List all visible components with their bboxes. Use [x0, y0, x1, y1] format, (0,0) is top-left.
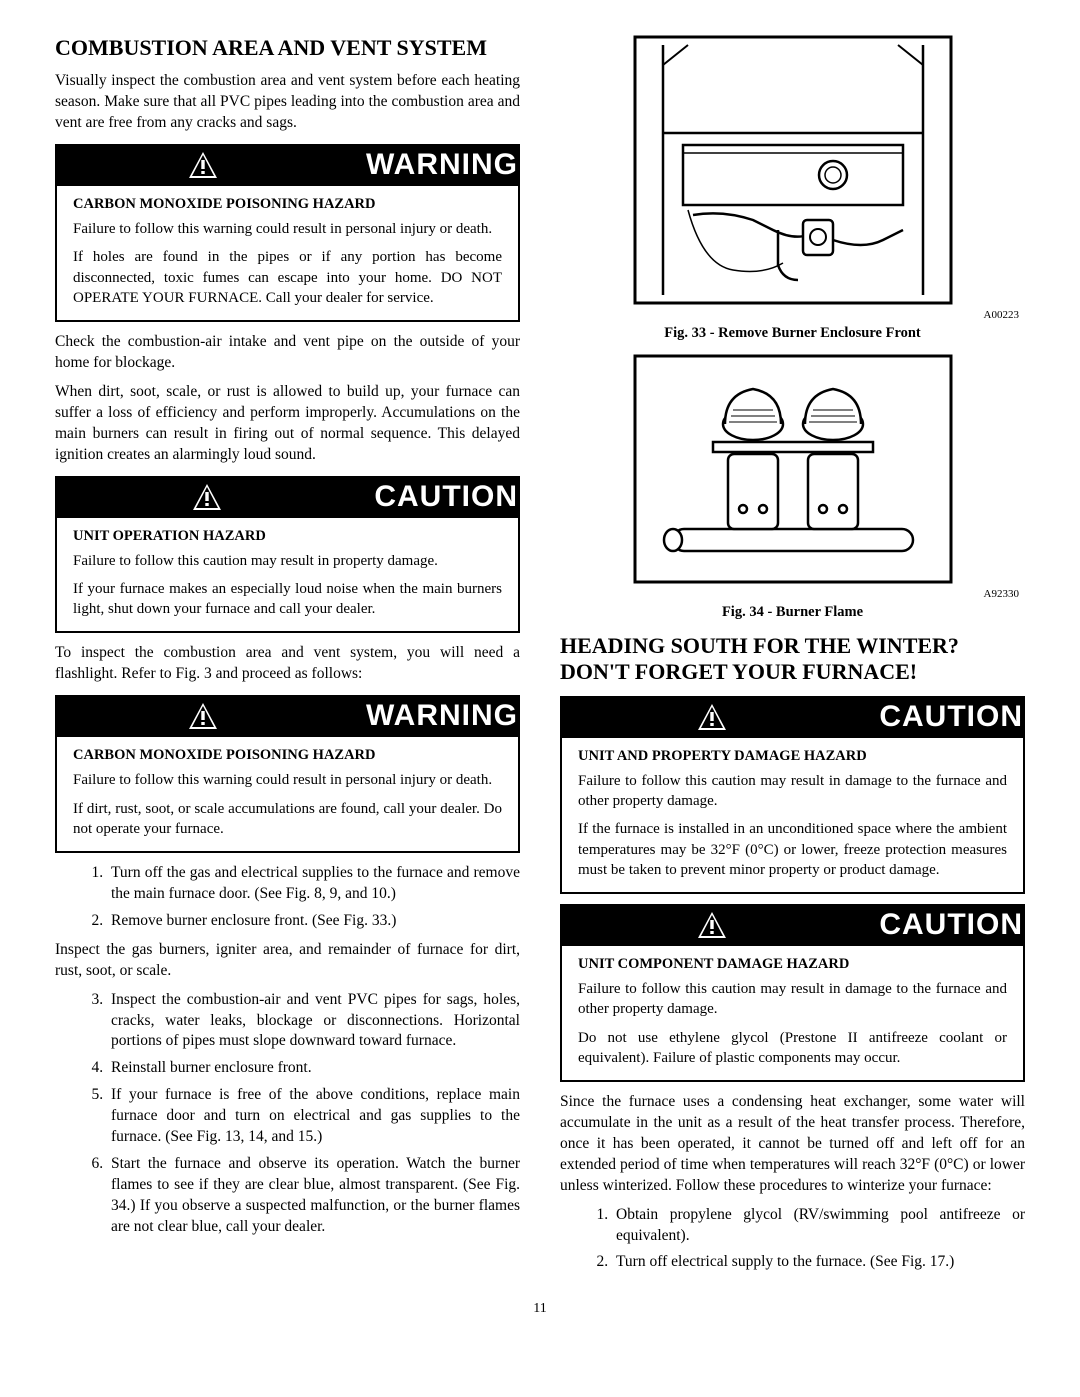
figure-33: A00223 Fig. 33 - Remove Burner Enclosure… — [560, 35, 1025, 342]
step-item: Inspect the combustion-air and vent PVC … — [107, 990, 520, 1053]
alert-body: UNIT OPERATION HAZARD Failure to follow … — [57, 518, 518, 632]
page-number: 11 — [55, 1301, 1025, 1317]
caution-banner: CAUTION — [562, 906, 1023, 946]
warning-icon — [696, 910, 728, 940]
figure-caption: Fig. 34 - Burner Flame — [560, 604, 1025, 621]
step-item: Turn off electrical supply to the furnac… — [612, 1252, 1025, 1273]
section-title: HEADING SOUTH FOR THE WINTER? DON'T FORG… — [560, 633, 1025, 686]
alert-subheading: UNIT AND PROPERTY DAMAGE HAZARD — [578, 748, 1007, 765]
step-item: If your furnace is free of the above con… — [107, 1085, 520, 1148]
right-column: A00223 Fig. 33 - Remove Burner Enclosure… — [560, 35, 1025, 1281]
warning-icon — [191, 482, 223, 512]
steps-list-2: Inspect the combustion-air and vent PVC … — [55, 990, 520, 1238]
warning-box-1: WARNING CARBON MONOXIDE POISONING HAZARD… — [55, 144, 520, 322]
alert-text: If holes are found in the pipes or if an… — [73, 247, 502, 308]
alert-text: If the furnace is installed in an uncond… — [578, 819, 1007, 880]
warning-box-2: WARNING CARBON MONOXIDE POISONING HAZARD… — [55, 695, 520, 853]
step-item: Start the furnace and observe its operat… — [107, 1154, 520, 1238]
alert-body: CARBON MONOXIDE POISONING HAZARD Failure… — [57, 186, 518, 320]
body-text: To inspect the combustion area and vent … — [55, 643, 520, 685]
caution-banner: CAUTION — [562, 698, 1023, 738]
alert-text: Failure to follow this caution may resul… — [578, 979, 1007, 1020]
warning-banner: WARNING — [57, 697, 518, 737]
alert-text: Failure to follow this warning could res… — [73, 770, 502, 790]
intro-text: Visually inspect the combustion area and… — [55, 71, 520, 134]
alert-subheading: UNIT COMPONENT DAMAGE HAZARD — [578, 956, 1007, 973]
caution-box-2: CAUTION UNIT AND PROPERTY DAMAGE HAZARD … — [560, 696, 1025, 894]
caution-box-1: CAUTION UNIT OPERATION HAZARD Failure to… — [55, 476, 520, 634]
warning-icon — [187, 150, 219, 180]
alert-body: UNIT COMPONENT DAMAGE HAZARD Failure to … — [562, 946, 1023, 1080]
alert-text: Failure to follow this caution may resul… — [578, 771, 1007, 812]
step-item: Reinstall burner enclosure front. — [107, 1058, 520, 1079]
caution-banner: CAUTION — [57, 478, 518, 518]
body-text: Since the furnace uses a condensing heat… — [560, 1092, 1025, 1197]
alert-body: UNIT AND PROPERTY DAMAGE HAZARD Failure … — [562, 738, 1023, 892]
winterize-steps: Obtain propylene glycol (RV/swimming poo… — [560, 1205, 1025, 1274]
warning-icon — [187, 701, 219, 731]
page-columns: COMBUSTION AREA AND VENT SYSTEM Visually… — [55, 35, 1025, 1281]
alert-subheading: CARBON MONOXIDE POISONING HAZARD — [73, 196, 502, 213]
steps-list-1: Turn off the gas and electrical supplies… — [55, 863, 520, 932]
alert-text: Failure to follow this caution may resul… — [73, 551, 502, 571]
caution-box-3: CAUTION UNIT COMPONENT DAMAGE HAZARD Fai… — [560, 904, 1025, 1082]
burner-flame-illustration — [633, 354, 953, 584]
alert-text: Failure to follow this warning could res… — [73, 219, 502, 239]
step-item: Remove burner enclosure front. (See Fig.… — [107, 911, 520, 932]
alert-text: If your furnace makes an especially loud… — [73, 579, 502, 620]
step-item: Obtain propylene glycol (RV/swimming poo… — [612, 1205, 1025, 1247]
alert-subheading: UNIT OPERATION HAZARD — [73, 528, 502, 545]
section-title: COMBUSTION AREA AND VENT SYSTEM — [55, 35, 520, 61]
figure-34: A92330 Fig. 34 - Burner Flame — [560, 354, 1025, 621]
signal-word: CAUTION — [879, 700, 1023, 734]
signal-word: WARNING — [366, 148, 518, 182]
figure-code: A92330 — [560, 588, 1025, 600]
warning-icon — [696, 702, 728, 732]
alert-text: If dirt, rust, soot, or scale accumulati… — [73, 799, 502, 840]
body-text: When dirt, soot, scale, or rust is allow… — [55, 382, 520, 466]
alert-subheading: CARBON MONOXIDE POISONING HAZARD — [73, 747, 502, 764]
body-text: Check the combustion-air intake and vent… — [55, 332, 520, 374]
figure-caption: Fig. 33 - Remove Burner Enclosure Front — [560, 325, 1025, 342]
alert-text: Do not use ethylene glycol (Prestone II … — [578, 1028, 1007, 1069]
step-item: Turn off the gas and electrical supplies… — [107, 863, 520, 905]
signal-word: WARNING — [366, 699, 518, 733]
figure-code: A00223 — [560, 309, 1025, 321]
left-column: COMBUSTION AREA AND VENT SYSTEM Visually… — [55, 35, 520, 1281]
warning-banner: WARNING — [57, 146, 518, 186]
body-text: Inspect the gas burners, igniter area, a… — [55, 940, 520, 982]
alert-body: CARBON MONOXIDE POISONING HAZARD Failure… — [57, 737, 518, 851]
signal-word: CAUTION — [879, 908, 1023, 942]
signal-word: CAUTION — [374, 480, 518, 514]
furnace-enclosure-illustration — [633, 35, 953, 305]
